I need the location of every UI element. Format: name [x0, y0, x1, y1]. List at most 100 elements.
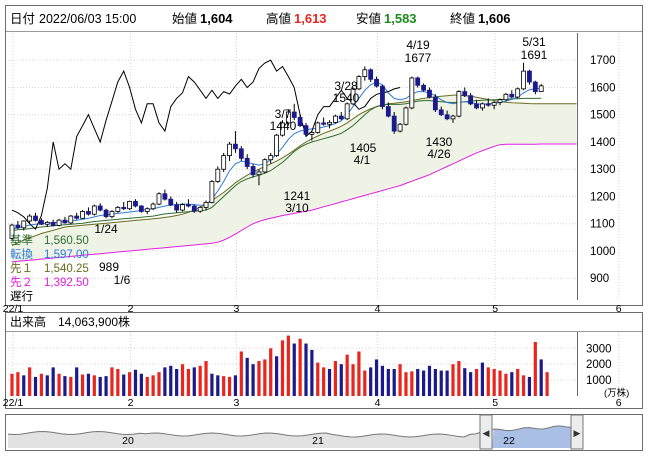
candle-body: [303, 125, 309, 135]
volume-bar: [192, 367, 196, 396]
candle-body: [44, 221, 50, 225]
volume-bar: [392, 368, 396, 396]
candle-body: [39, 220, 44, 225]
candle-body: [438, 109, 444, 116]
volume-bar: [80, 374, 85, 396]
candle-body: [185, 204, 191, 207]
volume-bar: [92, 375, 96, 396]
candle-body: [538, 85, 544, 92]
volume-y-ticks: 1000 2000 3000: [577, 332, 612, 396]
volume-bar: [128, 372, 132, 396]
candle-body: [532, 81, 538, 92]
navigator-label: 21: [312, 435, 324, 447]
legend-senkou1-value: 1,540.25: [44, 263, 89, 275]
annotation-label: 1405: [350, 141, 377, 155]
volume-bar: [539, 359, 543, 396]
volume-bar: [245, 357, 249, 396]
legend-senkou2-label: 先２: [10, 276, 33, 289]
volume-bar: [345, 354, 349, 396]
annotation-value: 1440: [270, 119, 297, 133]
candle-body: [327, 121, 332, 125]
annotation-value: 1540: [333, 91, 360, 105]
volume-bar: [139, 373, 143, 396]
candle-body: [244, 157, 250, 167]
annotation-label: 1241: [284, 189, 311, 203]
price-x-tick-label: 3: [234, 303, 240, 315]
volume-bar: [380, 365, 385, 396]
candle-body: [115, 206, 121, 212]
price-y-tick-label: 1100: [590, 219, 615, 231]
volume-bar: [122, 374, 126, 396]
volume-bar: [286, 335, 290, 396]
volume-bar: [527, 376, 532, 396]
candle-body: [21, 220, 27, 229]
volume-bar: [451, 364, 455, 396]
candle-body: [91, 205, 97, 215]
low-label: 安値: [356, 11, 381, 26]
candle-body: [503, 93, 509, 101]
volume-bar: [104, 376, 108, 396]
price-x-tick-label: 22/1: [3, 303, 24, 315]
legend-senkou1-label: 先１: [10, 262, 33, 275]
candle-body: [368, 69, 374, 80]
annotation-label: 5/31: [522, 35, 546, 49]
candle-body: [427, 89, 432, 98]
candle-body: [109, 211, 115, 218]
open-value: 1,604: [200, 11, 233, 26]
candle-body: [262, 159, 268, 173]
navigator-handle-arrow-icon: ▶: [574, 428, 581, 438]
candle-body: [191, 205, 197, 212]
volume-bar: [251, 364, 255, 396]
candle-body: [280, 122, 285, 136]
navigator-selection: [492, 425, 576, 448]
volume-bar: [198, 365, 202, 396]
price-x-tick-label: 2: [128, 303, 134, 315]
candle-body: [150, 203, 156, 210]
volume-bar: [227, 376, 232, 396]
kijun-line: [11, 97, 542, 231]
annotation-label: 4/19: [406, 38, 430, 52]
candle-body: [197, 206, 203, 212]
candle-body: [321, 122, 327, 125]
candle-body: [56, 219, 62, 226]
volume-bar: [239, 351, 243, 396]
volume-bar: [310, 349, 314, 396]
candle-body: [86, 211, 91, 215]
volume-x-tick-label: 2: [128, 397, 134, 409]
volume-bar: [180, 364, 185, 396]
volume-bar: [369, 367, 373, 396]
range-navigator[interactable]: 20 21 22 ◀ ▶: [7, 414, 584, 450]
navigator-handle[interactable]: [479, 414, 493, 450]
volume-bar: [210, 373, 214, 396]
volume-bar: [280, 340, 285, 396]
open-label: 始値: [172, 11, 197, 26]
navigator-handle[interactable]: [570, 414, 584, 450]
candle-body: [162, 193, 168, 200]
price-x-labels: 22/1 2 3 4 5 6: [3, 303, 622, 315]
volume-bar: [398, 364, 402, 396]
candle-body: [97, 205, 103, 211]
volume-bar: [169, 365, 173, 396]
close-value: 1,606: [478, 11, 511, 26]
volume-x-tick-label: 3: [234, 397, 240, 409]
senkou2-line: [11, 143, 577, 263]
navigator-area: [8, 425, 582, 448]
legend-chikou-label: 遅行: [10, 290, 33, 303]
candle-body: [256, 171, 262, 176]
candle-body: [444, 114, 450, 120]
volume-bar: [86, 373, 91, 396]
candle-body: [479, 103, 485, 109]
candle-body: [344, 103, 350, 120]
candle-body: [391, 115, 397, 132]
volume-bar: [404, 372, 408, 396]
candle-body: [350, 88, 356, 105]
price-x-tick-label: 4: [375, 303, 381, 315]
candle-body: [397, 123, 403, 132]
volume-x-tick-label: 4: [375, 397, 381, 409]
volume-bar: [186, 368, 190, 396]
annotation-value: 1/6: [114, 273, 131, 287]
price-y-tick-label: 900: [590, 273, 609, 285]
volume-bar: [163, 367, 167, 396]
chikou-line: [11, 59, 401, 231]
